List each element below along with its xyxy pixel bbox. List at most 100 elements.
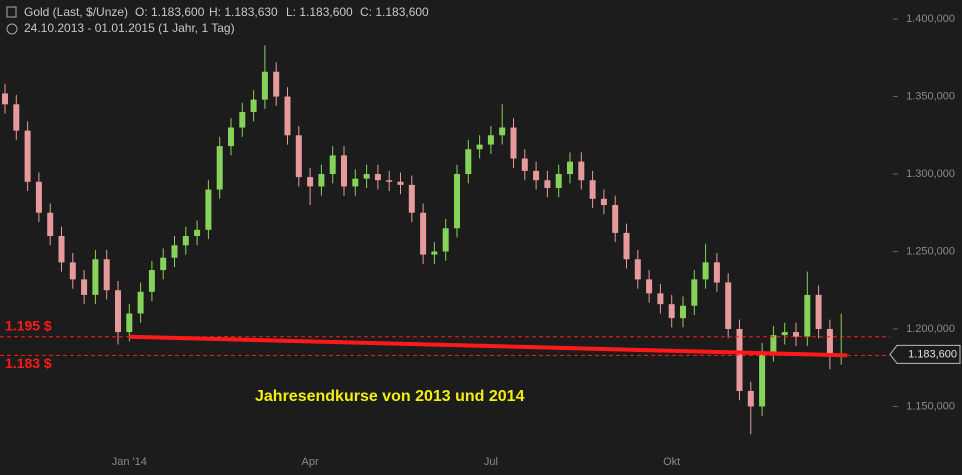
- candle-body: [92, 259, 99, 295]
- candle-body: [397, 181, 404, 185]
- last-price-box: [889, 344, 961, 364]
- candle-body: [431, 251, 438, 255]
- candle-body: [239, 112, 246, 128]
- candle-body: [804, 294, 811, 337]
- candle-body: [600, 198, 607, 206]
- candle-body: [341, 155, 347, 187]
- candle-body: [793, 332, 799, 337]
- x-tick-label: Okt: [663, 456, 680, 468]
- candle-body: [284, 96, 291, 136]
- candle-body: [815, 294, 822, 329]
- candle-body: [194, 229, 201, 237]
- annotation: Jahresendkurse von 2013 und 2014: [255, 388, 525, 405]
- candle-body: [160, 257, 167, 271]
- candle-body: [374, 174, 381, 181]
- candle-body: [646, 279, 653, 294]
- candle-body: [589, 180, 596, 199]
- candle-body: [747, 390, 754, 407]
- candle-body: [363, 174, 370, 179]
- candle-body: [623, 232, 630, 260]
- ohlc-label: L: 1.183,600: [286, 5, 353, 19]
- ohlc-label: H: 1.183,630: [209, 5, 278, 19]
- candle-body: [691, 279, 698, 306]
- ohlc-label: O: 1.183,600: [135, 5, 205, 19]
- y-tick-label: 1.300,000: [906, 168, 955, 180]
- candle-body: [69, 262, 76, 280]
- candle-body: [781, 332, 788, 336]
- candle-body: [476, 144, 483, 150]
- candle-body: [770, 335, 777, 353]
- candle-body: [487, 135, 494, 145]
- y-tick-label: 1.350,000: [906, 90, 955, 102]
- candle-body: [736, 328, 743, 391]
- candle-body: [454, 174, 460, 229]
- chart-title: Gold (Last, $/Unze): [24, 5, 128, 19]
- candle-body: [307, 177, 314, 187]
- candle-body: [533, 170, 540, 181]
- candle-body: [250, 99, 257, 113]
- candle-body: [261, 71, 268, 100]
- candle-body: [24, 130, 31, 182]
- candle-body: [171, 245, 178, 258]
- candle-body: [103, 259, 110, 291]
- candle-body: [499, 127, 506, 136]
- candle-body: [713, 262, 720, 283]
- candle-body: [567, 161, 573, 175]
- reference-label: 1.195 $: [5, 317, 52, 333]
- candle-body: [725, 282, 732, 329]
- y-tick-label: 1.250,000: [906, 245, 955, 257]
- x-tick-label: Jul: [484, 456, 498, 468]
- candle-body: [386, 180, 393, 182]
- candle-body: [420, 212, 427, 255]
- candle-body: [47, 212, 54, 237]
- candle-body: [2, 93, 8, 105]
- candle-body: [81, 279, 88, 295]
- candle-body: [148, 270, 155, 292]
- candle-body: [510, 127, 517, 159]
- candle-body: [657, 293, 664, 305]
- candle-body: [228, 127, 234, 147]
- candle-body: [408, 184, 415, 213]
- candle-body: [352, 178, 359, 187]
- candle-body: [759, 352, 766, 407]
- y-tick-label: 1.200,000: [906, 323, 955, 335]
- candle-body: [634, 259, 641, 280]
- candle-body: [35, 181, 42, 213]
- candle-body: [295, 135, 302, 178]
- candle-body: [318, 174, 325, 187]
- y-tick-label: 1.150,000: [906, 400, 955, 412]
- candle-body: [182, 236, 189, 246]
- symbol-icon: [6, 6, 17, 18]
- last-price-label: 1.183,600: [908, 348, 957, 360]
- header: Gold (Last, $/Unze) O: 1.183,600 H: 1.18…: [6, 5, 429, 35]
- candle-body: [329, 155, 336, 175]
- x-tick-label: Jan '14: [112, 456, 147, 468]
- candle-body: [205, 189, 212, 230]
- candle-body: [58, 236, 65, 263]
- candle-body: [442, 228, 449, 252]
- clock-icon: [6, 23, 18, 35]
- reference-label: 1.183 $: [5, 355, 52, 371]
- candle-body: [137, 291, 144, 314]
- chart-subtitle: 24.10.2013 - 01.01.2015 (1 Jahr, 1 Tag): [24, 21, 235, 35]
- ohlc-label: C: 1.183,600: [360, 5, 429, 19]
- candle-body: [465, 149, 472, 175]
- candle-body: [544, 180, 551, 188]
- candle-body: [521, 158, 528, 171]
- candle-body: [126, 313, 133, 333]
- candle-body: [13, 104, 20, 131]
- candle-body: [555, 174, 562, 188]
- candle-body: [680, 305, 686, 319]
- candle-body: [578, 161, 585, 181]
- candle-body: [826, 328, 833, 357]
- candle-body: [668, 304, 675, 319]
- candle-body: [115, 290, 121, 333]
- x-tick-label: Apr: [302, 456, 319, 468]
- y-tick-label: 1.400,000: [906, 13, 955, 25]
- candle-body: [702, 262, 709, 280]
- candle-body: [273, 71, 280, 97]
- candle-body: [612, 205, 619, 233]
- trend-line: [129, 334, 848, 358]
- candle-body: [216, 146, 223, 190]
